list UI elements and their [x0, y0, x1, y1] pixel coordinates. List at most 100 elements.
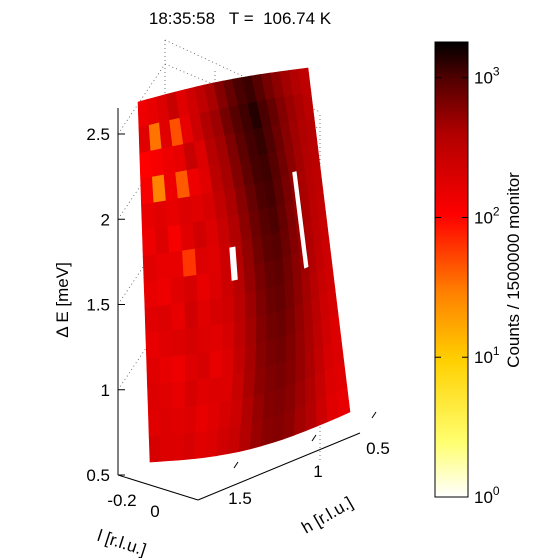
surface-cell: [153, 200, 169, 230]
surface-cell: [140, 176, 155, 206]
surface-cell: [194, 246, 210, 276]
h-axis-ticks: 1.5 1 0.5: [228, 411, 390, 508]
surface-cell: [195, 404, 209, 433]
z-tick-label: 1.5: [86, 296, 110, 315]
l-axis-ticks: -0.2 0: [107, 491, 159, 521]
surface-cell: [160, 434, 173, 462]
colorbar-label: Counts / 1500000 monitor: [504, 172, 523, 368]
z-tick-label: 2.5: [86, 125, 110, 144]
surface-cell: [282, 408, 296, 440]
colorbar-gradient: [434, 41, 469, 498]
surface-cell: [184, 379, 199, 408]
colorbar-tick-label: 102: [474, 204, 500, 227]
surface-cell: [206, 402, 221, 432]
surface-cell: [172, 354, 186, 383]
surface-cell: [171, 433, 185, 461]
surface-cell: [147, 409, 162, 437]
z-axis-label: Δ E [meV]: [53, 262, 72, 338]
z-tick-label: 0.5: [86, 466, 110, 485]
surface-cell: [148, 435, 162, 463]
surface-cell: [276, 308, 287, 339]
surface-cell: [184, 301, 199, 330]
z-tick-label: 1: [101, 381, 110, 400]
surface-cell: [305, 375, 317, 406]
h-axis-label: h [r.l.u.]: [298, 493, 356, 537]
surface-cell: [244, 290, 257, 321]
chart-title: 18:35:58 T = 106.74 K: [149, 9, 332, 28]
surface-cell: [331, 337, 345, 368]
surface-cell: [171, 328, 186, 357]
surface-cell: [160, 408, 174, 436]
surface-cell: [197, 299, 212, 328]
surface-cell: [262, 390, 276, 421]
surface-cell: [275, 282, 287, 313]
surface-cell: [255, 340, 268, 371]
surface-cell: [275, 334, 287, 365]
surface-cell: [265, 285, 277, 316]
surface-cell: [196, 273, 211, 302]
surface-cell: [169, 250, 185, 280]
h-tick-label: 1.5: [228, 489, 252, 508]
surface-cell: [245, 317, 257, 347]
l-axis-label: l [r.l.u.]: [95, 526, 148, 558]
intensity-surface: [137, 67, 351, 463]
z-axis-ticks: 0.5 1 1.5 2 2.5: [86, 125, 125, 485]
surface-cell: [231, 372, 245, 402]
surface-cell: [154, 226, 170, 255]
surface-cell: [265, 338, 278, 368]
plot-axes: 0.5 1 1.5 2 2.5 1.5 1 0.5 -0.2 0 Δ E [meV] h [r…: [53, 39, 390, 558]
surface-cell: [243, 264, 257, 294]
surface-cell: [218, 400, 233, 430]
surface-cell: [196, 378, 211, 407]
surface-cell: [185, 327, 199, 356]
colorbar-tick-label: 101: [474, 344, 500, 367]
surface-cell: [233, 319, 247, 349]
surface-cell: [219, 374, 234, 404]
surface-cell: [285, 305, 296, 336]
surface-cell: [141, 202, 156, 231]
surface-cell: [285, 357, 297, 388]
surface-cell: [143, 280, 159, 309]
h-tick-mark: [311, 434, 317, 442]
surface-cell: [294, 302, 305, 333]
surface-cell: [304, 324, 315, 355]
surface-cell: [146, 357, 161, 386]
surface-cell: [183, 405, 198, 434]
surface-cell: [295, 328, 306, 359]
surface-cell: [285, 331, 297, 362]
surface-cell: [254, 262, 267, 292]
surface-cell: [182, 432, 197, 461]
colorbar: 100 101 102 103 Counts / 1500000 monitor: [434, 41, 523, 507]
surface-cell: [183, 274, 199, 304]
surface-cell: [157, 278, 173, 307]
surface-cell: [253, 367, 267, 397]
surface-cell: [194, 430, 208, 459]
surface-cell: [294, 379, 306, 410]
colorbar-tick-label: 100: [474, 484, 500, 507]
surface-cell: [172, 381, 186, 409]
surface-cell: [207, 244, 222, 274]
surface-cell: [273, 386, 286, 418]
surface-cell: [233, 293, 247, 323]
surface-cell: [274, 360, 287, 391]
surface-cell: [138, 124, 152, 154]
surface-cell: [266, 311, 278, 342]
surface-cell: [315, 396, 329, 427]
surface-cell: [255, 288, 268, 318]
surface-cell: [155, 252, 172, 281]
surface-cell: [295, 353, 306, 385]
l-tick-label: -0.2: [107, 491, 136, 510]
surface-cell: [147, 383, 161, 411]
surface-cell: [184, 353, 199, 382]
surface-cell: [209, 350, 223, 379]
l-tick-label: 0: [150, 502, 159, 521]
missing-data-gap: [229, 246, 238, 281]
surface-cell: [209, 297, 224, 327]
surface-cell: [170, 276, 186, 306]
surface-cell: [139, 150, 153, 180]
missing-data-gap: [292, 171, 309, 269]
surface-cell: [271, 412, 285, 444]
surface-cell: [336, 386, 351, 418]
colorbar-tick-label: 103: [474, 65, 500, 88]
surface-cell: [208, 376, 223, 406]
